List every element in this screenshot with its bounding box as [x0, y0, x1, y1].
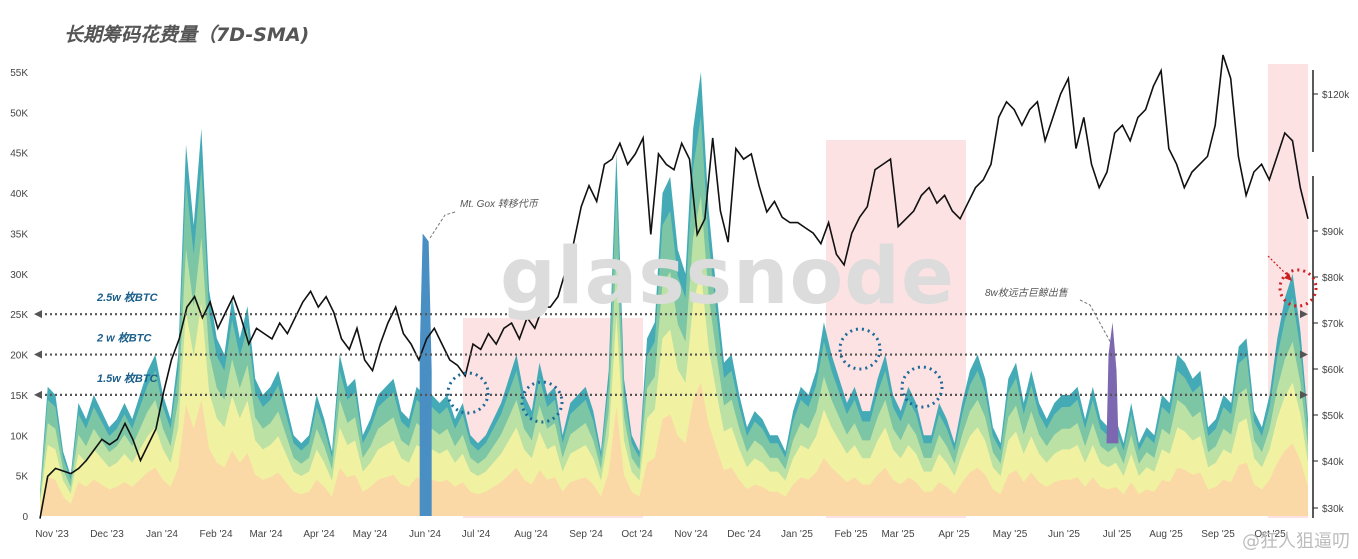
x-tick-label: Oct '24	[621, 529, 653, 540]
level-arrow-left	[34, 310, 42, 319]
annotation-whale: 8w枚远古巨鲸出售	[985, 287, 1069, 299]
x-tick-label: May '24	[353, 529, 388, 540]
level-arrow-right	[1300, 390, 1308, 399]
y-left-tick-label: 15K	[10, 391, 28, 402]
x-tick-label: Nov '24	[674, 529, 708, 540]
y-left-tick-label: 50K	[10, 108, 28, 119]
y-right-tick-label: $50k	[1322, 411, 1345, 422]
x-tick-label: Sep '24	[569, 529, 603, 540]
x-tick-label: Jun '25	[1048, 529, 1080, 540]
y-right-tick-label: $30k	[1322, 504, 1345, 515]
watermark: glassnode	[500, 232, 955, 322]
whale-spike	[1106, 322, 1119, 444]
level-arrow-right	[1300, 310, 1308, 319]
x-tick-label: Jul '25	[1103, 529, 1132, 540]
y-left-tick-label: 45K	[10, 149, 28, 160]
annotation-mtgox-leader	[429, 211, 456, 239]
chart-title: 长期筹码花费量（7D-SMA)	[64, 24, 310, 46]
y-left-tick-label: 55K	[10, 68, 28, 79]
annotation-mtgox: Mt. Gox 转移代币	[460, 198, 540, 210]
level-label: 2.5w 枚BTC	[96, 291, 159, 304]
x-tick-label: Apr '25	[938, 529, 970, 540]
highlight-circle-red	[1278, 268, 1318, 308]
highlight-circle	[520, 380, 564, 424]
level-label: 2 w 枚BTC	[96, 332, 152, 345]
y-right-tick-label: $40k	[1322, 457, 1345, 468]
area-layer-base	[40, 382, 1308, 516]
red-arrow-leader	[1267, 255, 1291, 279]
x-tick-label: Oct '25	[1254, 529, 1286, 540]
footer-credit: @狂人狙逼叨	[1242, 531, 1350, 552]
x-tick-label: Feb '25	[834, 529, 867, 540]
mtgox-spike	[419, 233, 432, 517]
y-right-tick-label: $60k	[1322, 365, 1345, 376]
red-arrow-head	[1284, 273, 1292, 281]
x-tick-label: Feb '24	[199, 529, 232, 540]
y-right-tick-label: $70k	[1322, 319, 1345, 330]
annotation-whale-leader	[1079, 299, 1113, 346]
highlight-circle	[838, 327, 882, 371]
x-tick-label: Jan '24	[146, 529, 178, 540]
y-left-tick-label: 20K	[10, 351, 28, 362]
price-line	[39, 54, 1309, 519]
x-tick-label: Apr '24	[303, 529, 335, 540]
x-tick-label: Dec '23	[90, 529, 124, 540]
y-left-tick-label: 40K	[10, 189, 28, 200]
y-left-tick-label: 35K	[10, 229, 28, 240]
y-left-tick-label: 0	[22, 512, 28, 523]
x-tick-label: May '25	[993, 529, 1028, 540]
x-tick-label: Sep '25	[1201, 529, 1235, 540]
x-tick-label: Aug '24	[514, 529, 548, 540]
x-tick-label: Jan '25	[781, 529, 813, 540]
level-arrow-left	[34, 350, 42, 359]
x-tick-label: Dec '24	[727, 529, 761, 540]
highlight-circle	[446, 371, 490, 415]
x-tick-label: Jun '24	[409, 529, 441, 540]
y-left-tick-label: 25K	[10, 310, 28, 321]
y-left-tick-label: 30K	[10, 270, 28, 281]
x-tick-label: Nov '23	[35, 529, 69, 540]
x-tick-label: Mar '25	[881, 529, 914, 540]
level-arrow-left	[34, 390, 42, 399]
level-arrow-right	[1300, 350, 1308, 359]
y-right-tick-label: $80k	[1322, 273, 1345, 284]
highlight-circle	[900, 365, 944, 409]
y-right-tick-label: $90k	[1322, 227, 1345, 238]
y-left-tick-label: 10K	[10, 431, 28, 442]
area-layer-yellow	[40, 271, 1308, 516]
x-tick-label: Jul '24	[462, 529, 491, 540]
y-left-tick-label: 5K	[16, 472, 29, 483]
level-label: 1.5w 枚BTC	[97, 372, 159, 385]
x-tick-label: Mar '24	[249, 529, 282, 540]
x-tick-label: Aug '25	[1149, 529, 1183, 540]
y-right-tick-label: $120k	[1322, 90, 1350, 101]
